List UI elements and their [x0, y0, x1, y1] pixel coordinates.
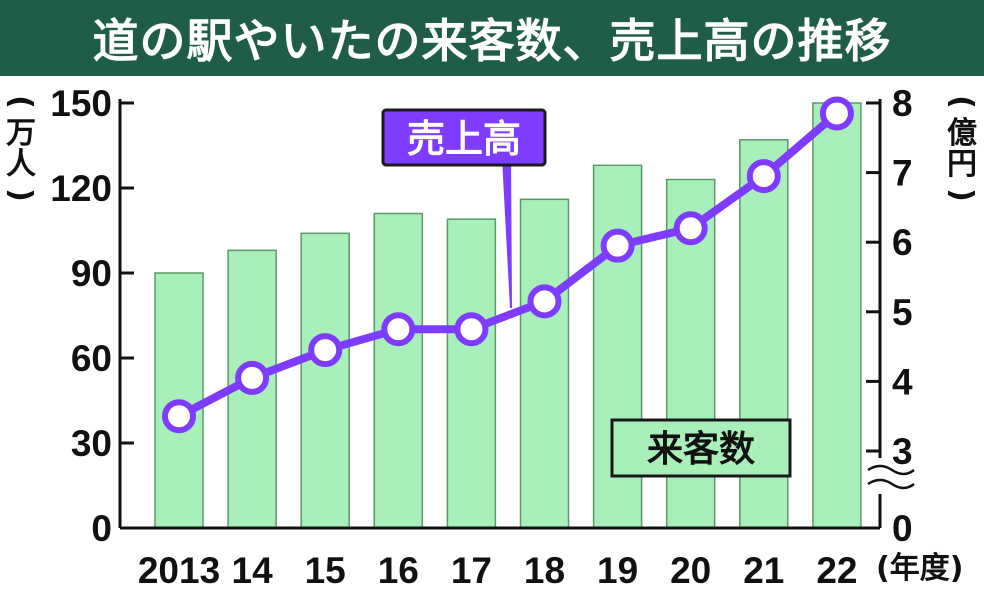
sales-point-17: [454, 312, 489, 347]
sales-point-15: [308, 333, 343, 368]
x-tick-label: 15: [305, 550, 346, 591]
left-tick-label: 120: [50, 168, 112, 209]
axis-break-mark: [867, 478, 915, 490]
right-tick-label: 4: [892, 361, 913, 402]
legend-label: 来客数: [647, 429, 755, 470]
axis-break-mark: [867, 464, 915, 476]
bar-17: [446, 218, 497, 529]
title-bar: 道の駅やいたの来客数、売上高の推移: [0, 0, 984, 76]
right-tick-label: 5: [892, 292, 913, 333]
right-tick-label: 3: [892, 431, 913, 472]
callout-pointer: [501, 157, 512, 309]
chart-title: 道の駅やいたの来客数、売上高の推移: [92, 14, 892, 68]
left-axis-unit: (: [3, 95, 38, 109]
left-tick-label: 90: [71, 253, 112, 294]
left-tick-label: 150: [50, 83, 112, 124]
x-tick-label: 14: [232, 550, 274, 591]
x-tick-label: 2013: [138, 550, 220, 591]
sales-point-20: [673, 211, 708, 246]
x-axis-unit: (年度): [876, 551, 963, 586]
sales-point-14: [235, 360, 270, 395]
right-axis-unit: 円: [947, 147, 977, 182]
right-tick-label: 7: [892, 153, 913, 194]
bar-16: [373, 212, 424, 529]
sales-line: [177, 110, 840, 420]
left-tick-label: 0: [91, 508, 112, 549]
right-axis-unit: ): [944, 188, 979, 202]
callout-label: 売上高: [407, 117, 521, 161]
line-series-callout: 売上高: [381, 108, 547, 309]
bar-22: [812, 102, 862, 529]
sales-point-2013: [162, 399, 196, 434]
x-tick-label: 16: [378, 550, 419, 591]
right-tick-label: 8: [892, 83, 913, 124]
right-tick-label: 6: [892, 222, 913, 263]
bar-15: [300, 232, 350, 529]
bar-18: [519, 198, 570, 529]
left-axis-unit: 万: [6, 116, 36, 151]
left-tick-label: 30: [71, 423, 112, 464]
bar-series-legend: 来客数: [610, 418, 792, 478]
sales-point-22: [819, 96, 854, 131]
callout-box: [381, 108, 547, 167]
sales-point-21: [746, 159, 781, 194]
x-tick-label: 17: [451, 550, 492, 591]
right-axis-unit: 億: [947, 116, 977, 151]
x-tick-label: 19: [597, 550, 638, 591]
sales-point-19: [600, 228, 635, 263]
legend-box: [610, 418, 792, 478]
left-axis-unit: 人: [6, 147, 36, 182]
sales-point-16: [381, 312, 416, 347]
left-axis-unit: ): [3, 188, 38, 202]
x-tick-label: 18: [524, 550, 565, 591]
x-tick-label: 22: [816, 550, 857, 591]
right-axis-unit: (: [944, 95, 979, 109]
sales-point-18: [527, 284, 562, 319]
x-tick-label: 21: [743, 550, 784, 591]
left-tick-label: 60: [71, 338, 112, 379]
right-tick-label: 0: [892, 508, 913, 549]
x-tick-label: 20: [670, 550, 711, 591]
